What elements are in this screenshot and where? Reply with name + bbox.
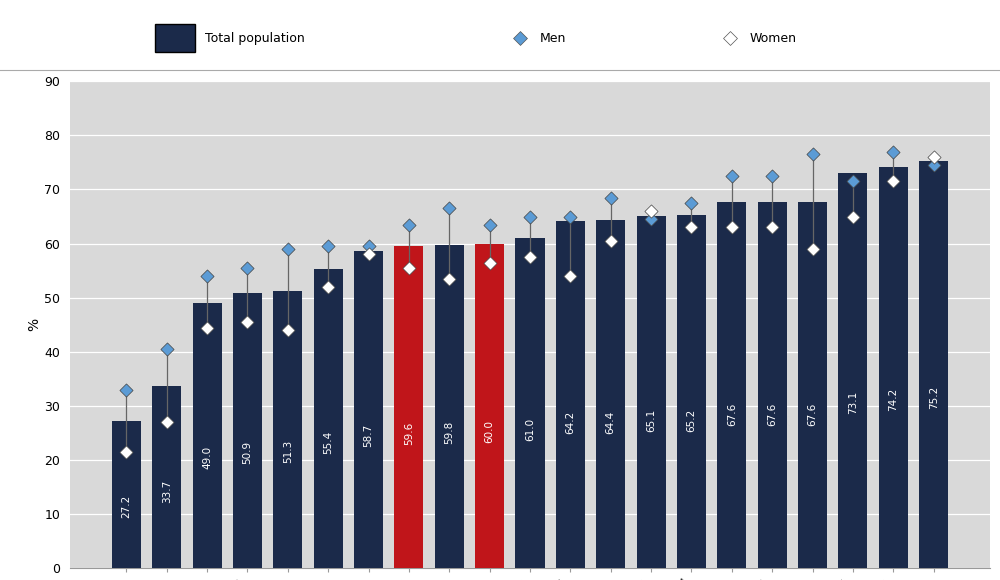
- Point: [118, 385, 134, 394]
- Bar: [112, 421, 141, 568]
- Point: [926, 153, 942, 162]
- Point: [724, 223, 740, 232]
- Point: [683, 223, 699, 232]
- Bar: [354, 251, 383, 568]
- Point: [118, 447, 134, 456]
- Text: 59.6: 59.6: [404, 421, 414, 444]
- Point: [724, 171, 740, 180]
- FancyBboxPatch shape: [155, 24, 195, 52]
- Bar: [798, 202, 827, 568]
- Text: 58.7: 58.7: [364, 423, 374, 447]
- Point: [683, 198, 699, 208]
- Point: [159, 345, 175, 354]
- Point: [562, 212, 578, 221]
- Point: [280, 244, 296, 253]
- Point: [361, 242, 377, 251]
- Point: [401, 263, 417, 273]
- Bar: [233, 293, 262, 568]
- Point: [643, 206, 659, 216]
- Point: [643, 215, 659, 224]
- Text: 50.9: 50.9: [242, 441, 252, 464]
- Bar: [637, 216, 666, 568]
- Bar: [394, 246, 423, 568]
- Point: [482, 258, 498, 267]
- Bar: [677, 215, 706, 568]
- Point: [239, 263, 255, 273]
- Text: Women: Women: [750, 32, 797, 45]
- Text: 51.3: 51.3: [283, 440, 293, 463]
- Point: [199, 323, 215, 332]
- Bar: [273, 291, 302, 568]
- Text: Men: Men: [540, 32, 566, 45]
- Text: 67.6: 67.6: [767, 403, 777, 426]
- Text: 55.4: 55.4: [323, 431, 333, 454]
- Text: 33.7: 33.7: [162, 480, 172, 503]
- Text: 27.2: 27.2: [121, 495, 131, 518]
- Bar: [314, 269, 343, 568]
- Point: [603, 236, 619, 245]
- Text: 67.6: 67.6: [727, 403, 737, 426]
- Text: 60.0: 60.0: [485, 420, 495, 444]
- Point: [805, 150, 821, 159]
- Point: [805, 244, 821, 253]
- Point: [482, 220, 498, 229]
- Point: [764, 223, 780, 232]
- Point: [603, 193, 619, 202]
- Text: 73.1: 73.1: [848, 390, 858, 414]
- Point: [926, 161, 942, 170]
- Text: 59.8: 59.8: [444, 421, 454, 444]
- Bar: [515, 238, 545, 568]
- Text: 49.0: 49.0: [202, 445, 212, 469]
- Bar: [435, 245, 464, 568]
- Point: [885, 147, 901, 156]
- Point: [441, 204, 457, 213]
- Bar: [838, 173, 867, 568]
- Point: [885, 177, 901, 186]
- Point: [199, 271, 215, 281]
- Point: [562, 271, 578, 281]
- Text: 75.2: 75.2: [929, 386, 939, 409]
- Bar: [919, 161, 948, 568]
- Point: [764, 171, 780, 180]
- Text: 74.2: 74.2: [888, 388, 898, 411]
- Y-axis label: %: %: [28, 318, 42, 331]
- Point: [239, 317, 255, 327]
- Point: [522, 252, 538, 262]
- Point: [401, 220, 417, 229]
- Point: [159, 418, 175, 427]
- Point: [320, 282, 336, 292]
- Bar: [475, 244, 504, 568]
- Point: [522, 212, 538, 221]
- Bar: [758, 202, 787, 568]
- Bar: [879, 166, 908, 568]
- Bar: [193, 303, 222, 568]
- Text: 64.2: 64.2: [565, 411, 575, 434]
- Text: 61.0: 61.0: [525, 418, 535, 441]
- Text: 65.1: 65.1: [646, 409, 656, 432]
- Point: [361, 250, 377, 259]
- Bar: [556, 221, 585, 568]
- Point: [722, 34, 738, 43]
- Text: 64.4: 64.4: [606, 411, 616, 434]
- Point: [845, 177, 861, 186]
- Point: [512, 34, 528, 43]
- Bar: [596, 220, 625, 568]
- Bar: [717, 202, 746, 568]
- Text: 65.2: 65.2: [686, 408, 696, 432]
- Point: [320, 242, 336, 251]
- Bar: [152, 386, 181, 568]
- Point: [845, 212, 861, 221]
- Point: [441, 274, 457, 284]
- Text: Total population: Total population: [205, 32, 305, 45]
- Point: [280, 325, 296, 335]
- Text: 67.6: 67.6: [808, 403, 818, 426]
